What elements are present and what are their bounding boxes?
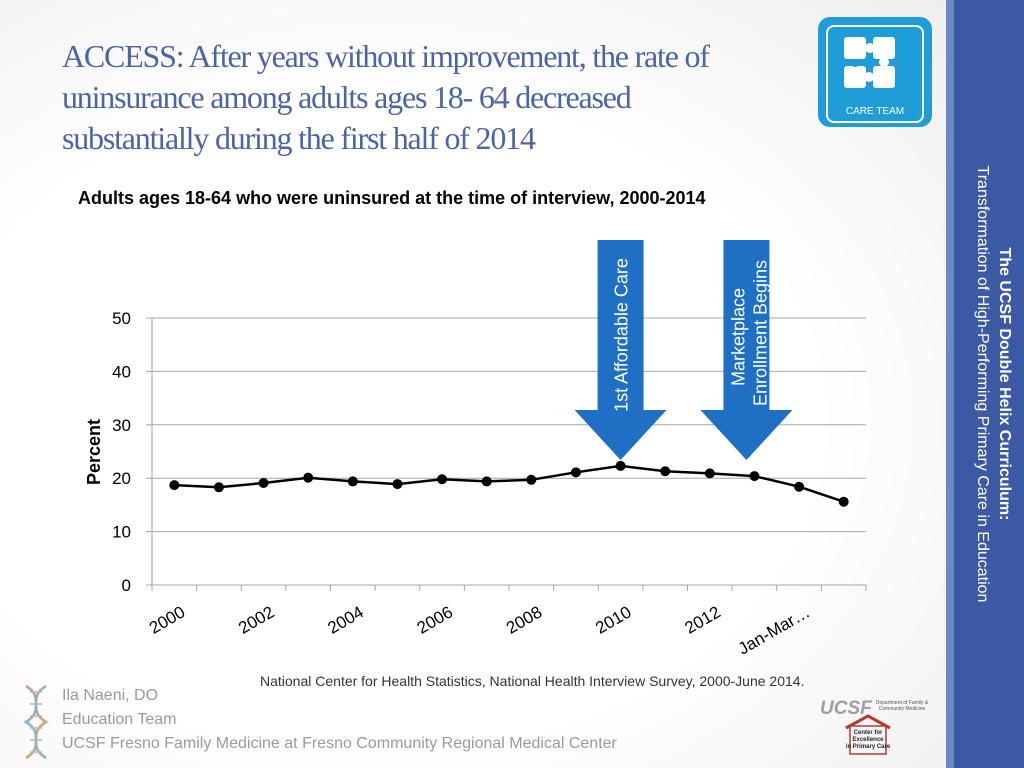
x-tick-label: Jan-Mar… (735, 602, 813, 658)
author-team: Education Team (62, 711, 177, 728)
author-name: Ila Naeni, DO (62, 687, 159, 704)
center-line-3: in Primary Care (846, 744, 891, 750)
care-team-logo: CARE TEAM (818, 17, 932, 127)
x-tick-label: 2004 (325, 602, 367, 637)
sidebar-text: The UCSF Double Helix Curriculum: Transf… (955, 34, 1015, 734)
x-tick-label: 2000 (146, 602, 188, 637)
x-tick-label: 2006 (414, 602, 456, 637)
dna-icon (23, 684, 49, 760)
x-tick-label: 2008 (503, 602, 545, 637)
data-point (258, 478, 269, 489)
affordable-care-label: 1st Affordable Care (612, 258, 632, 412)
house-body (849, 725, 887, 755)
y-tick-label: 50 (112, 309, 131, 328)
data-point (615, 460, 626, 471)
data-point (347, 476, 358, 487)
logo-frame (826, 25, 924, 123)
y-tick-label: 0 (122, 576, 131, 595)
chart-title: Adults ages 18-64 who were uninsured at … (78, 188, 706, 208)
dept-line-1: Department of Family & (876, 700, 929, 706)
source-citation: National Center for Health Statistics, N… (260, 673, 805, 689)
house-roof-icon (845, 714, 891, 730)
ucsf-wordmark: UCSF (820, 698, 873, 719)
author-org: UCSF Fresno Family Medicine at Fresno Co… (62, 735, 617, 752)
data-point (437, 474, 448, 485)
series-line (174, 464, 845, 503)
title-line-1: ACCESS: After years without improvement,… (62, 38, 710, 74)
data-point (303, 472, 314, 483)
title-line-2: uninsurance among adults ages 18- 64 dec… (62, 79, 632, 115)
center-line-2: Excellence (852, 737, 884, 743)
data-point (169, 480, 180, 491)
center-line-1: Center for (854, 730, 883, 736)
data-point (749, 471, 760, 482)
data-point (481, 476, 492, 487)
title-line-3: substantially during the first half of 2… (62, 120, 536, 156)
x-tick-label: 2012 (682, 602, 724, 637)
x-tick-label: 2002 (235, 602, 277, 637)
data-point (213, 482, 224, 493)
data-point (704, 468, 715, 479)
marketplace-label-line-1: Marketplace (728, 288, 748, 386)
data-point (794, 481, 805, 492)
y-tick-label: 40 (112, 362, 131, 381)
x-tick-label: 2010 (592, 602, 634, 637)
dept-line-2: Community Medicine (879, 706, 926, 712)
data-point (570, 467, 581, 478)
sidebar-subtitle: Transformation of High-Performing Primar… (974, 165, 991, 603)
data-point (838, 496, 849, 507)
puzzle-icon (844, 37, 895, 88)
slide-background (0, 0, 946, 768)
sidebar-strip (946, 0, 954, 768)
ucsf-center-logo: UCSF Department of Family & Community Me… (820, 698, 929, 755)
slide-title: ACCESS: After years without improvement,… (62, 36, 822, 159)
marketplace-label-line-2: Enrollment Begins (750, 260, 770, 406)
sidebar-title: The UCSF Double Helix Curriculum: (996, 247, 1013, 521)
logo-label: CARE TEAM (845, 106, 905, 117)
y-tick-label: 30 (112, 416, 131, 435)
data-point (392, 479, 403, 490)
data-point (660, 466, 671, 477)
author-block: Ila Naeni, DO Education Team UCSF Fresno… (62, 684, 617, 756)
line-chart: 0 10 20 30 40 50 2000 2002 2004 2006 2008 2010 2012 J… (84, 240, 867, 659)
y-axis-label: Percent (84, 419, 104, 485)
marketplace-arrow (700, 240, 793, 460)
data-point (526, 474, 537, 485)
y-tick-label: 20 (112, 469, 131, 488)
affordable-care-arrow (574, 240, 667, 460)
sidebar-band (946, 0, 1024, 768)
y-tick-label: 10 (112, 523, 131, 542)
